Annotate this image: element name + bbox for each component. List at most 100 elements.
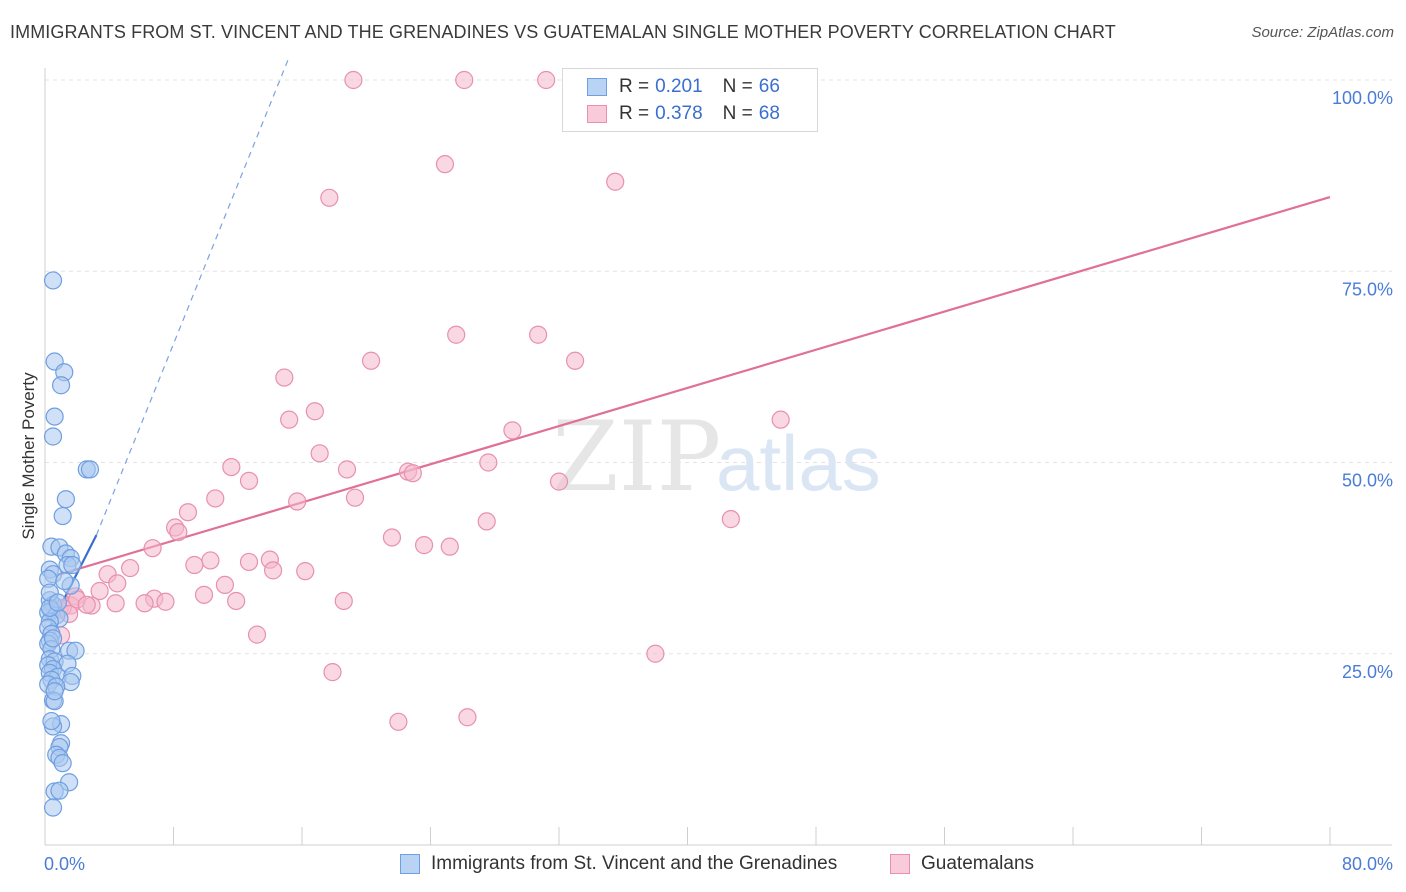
- data-point-guatemalans: [106, 594, 125, 613]
- r-value: 0.201: [655, 76, 703, 97]
- data-point-guatemalans: [337, 460, 357, 479]
- x-tick-label: 0.0%: [44, 854, 85, 874]
- r-label: R =: [619, 76, 650, 97]
- data-point-guatemalans: [344, 70, 363, 90]
- legend-swatch-pink: [890, 854, 910, 874]
- data-point-guatemalans: [239, 471, 259, 490]
- data-point-guatemalans: [435, 155, 455, 174]
- data-point-st-vincent: [43, 427, 63, 446]
- chart-title: IMMIGRANTS FROM ST. VINCENT AND THE GREN…: [10, 22, 1116, 42]
- data-point-guatemalans: [222, 457, 241, 477]
- data-point-guatemalans: [334, 591, 353, 611]
- data-point-st-vincent: [80, 460, 100, 479]
- legend-item-guatemalans: Guatemalans: [890, 853, 1034, 875]
- data-point-guatemalans: [178, 503, 198, 522]
- n-label: N =: [722, 76, 753, 97]
- n-value: 66: [758, 76, 780, 97]
- data-point-st-vincent: [42, 711, 61, 731]
- watermark-zip: ZIP: [552, 401, 721, 513]
- blue-swatch: [587, 78, 607, 96]
- y-tick-label: 25.0%: [1342, 662, 1393, 682]
- data-point-st-vincent: [63, 555, 82, 575]
- y-tick-label: 75.0%: [1342, 279, 1393, 299]
- data-point-guatemalans: [565, 351, 585, 370]
- data-point-guatemalans: [135, 594, 154, 613]
- data-point-guatemalans: [458, 708, 477, 727]
- data-point-guatemalans: [215, 575, 234, 595]
- data-point-guatemalans: [606, 172, 625, 191]
- y-tick-label: 50.0%: [1342, 471, 1393, 491]
- data-point-st-vincent: [43, 629, 63, 648]
- data-point-guatemalans: [529, 325, 548, 344]
- tick-labels: 25.0% 50.0% 75.0% 100.0% 0.0% 80.0%: [44, 88, 1393, 874]
- data-point-st-vincent: [53, 506, 72, 526]
- data-point-guatemalans: [305, 402, 324, 421]
- x-tick-label: 80.0%: [1342, 854, 1393, 874]
- data-point-st-vincent: [53, 754, 72, 773]
- legend-label: Immigrants from St. Vincent and the Gren…: [431, 853, 838, 874]
- stats-legend-row-blue: R = 0.201 N = 66: [587, 75, 780, 99]
- grid-lines: [45, 79, 1392, 655]
- data-point-st-vincent: [66, 641, 85, 660]
- data-point-guatemalans: [247, 625, 267, 644]
- data-point-guatemalans: [288, 492, 307, 511]
- source-label: Source: ZipAtlas.com: [1251, 24, 1394, 41]
- data-point-guatemalans: [537, 70, 556, 90]
- watermark: ZIP atlas: [552, 401, 881, 513]
- data-point-guatemalans: [263, 561, 283, 580]
- data-point-guatemalans: [323, 663, 342, 682]
- data-point-st-vincent: [55, 571, 74, 591]
- data-point-guatemalans: [382, 528, 402, 547]
- data-point-st-vincent: [51, 376, 71, 395]
- data-point-guatemalans: [320, 188, 339, 207]
- data-point-st-vincent: [45, 682, 64, 701]
- data-point-guatemalans: [389, 712, 408, 731]
- pink-swatch: [587, 105, 607, 123]
- data-point-guatemalans: [414, 536, 434, 555]
- trend-line-st-vincent-extension: [95, 56, 290, 536]
- data-point-guatemalans: [90, 581, 109, 601]
- y-axis-label: Single Mother Poverty: [19, 372, 38, 540]
- legend-label: Guatemalans: [921, 853, 1035, 874]
- data-point-guatemalans: [108, 574, 127, 593]
- stats-legend-row-pink: R = 0.378 N = 68: [587, 102, 780, 126]
- legend-item-st-vincent: Immigrants from St. Vincent and the Gren…: [400, 853, 837, 875]
- data-point-guatemalans: [361, 351, 381, 370]
- watermark-atlas: atlas: [716, 419, 881, 507]
- trend-lines: [48, 56, 1331, 628]
- data-point-guatemalans: [345, 488, 365, 507]
- data-point-guatemalans: [296, 562, 315, 581]
- data-point-guatemalans: [440, 537, 459, 556]
- data-point-guatemalans: [201, 551, 220, 570]
- data-point-guatemalans: [194, 585, 214, 604]
- data-point-guatemalans: [143, 539, 162, 558]
- data-point-guatemalans: [310, 444, 329, 463]
- r-label: R =: [619, 103, 650, 124]
- data-point-st-vincent: [56, 490, 75, 509]
- trend-line-guatemalans: [57, 195, 1331, 577]
- data-point-guatemalans: [121, 558, 140, 578]
- data-point-guatemalans: [479, 453, 498, 472]
- data-point-guatemalans: [503, 421, 522, 440]
- data-point-st-vincent: [45, 407, 64, 426]
- data-point-st-vincent: [43, 798, 63, 817]
- stats-legend: R = 0.201 N = 66 R = 0.378 N = 68: [562, 68, 818, 132]
- series-legend: Immigrants from St. Vincent and the Gren…: [0, 852, 1406, 878]
- data-point-guatemalans: [206, 489, 225, 508]
- series-st-vincent: [39, 271, 100, 817]
- data-point-guatemalans: [646, 644, 665, 663]
- data-point-st-vincent: [50, 781, 69, 800]
- n-label: N =: [722, 103, 753, 124]
- data-point-guatemalans: [447, 325, 466, 344]
- data-point-st-vincent: [43, 271, 63, 290]
- data-point-guatemalans: [477, 512, 496, 531]
- data-point-guatemalans: [239, 552, 259, 572]
- data-point-guatemalans: [403, 464, 422, 483]
- data-point-guatemalans: [721, 510, 740, 529]
- data-point-guatemalans: [280, 410, 299, 429]
- data-point-st-vincent: [48, 593, 67, 612]
- n-value: 68: [758, 103, 780, 124]
- data-point-guatemalans: [549, 472, 569, 491]
- r-value: 0.378: [655, 103, 703, 124]
